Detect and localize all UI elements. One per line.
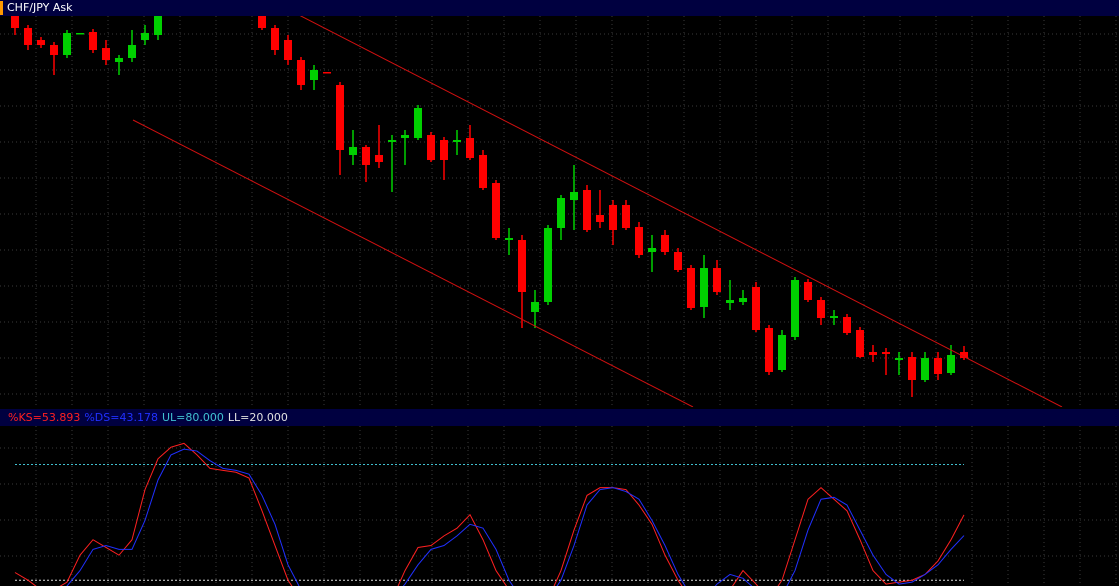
candle-body [362,147,370,165]
candle-body [349,147,357,155]
candle-body [89,32,97,50]
candle-body [375,155,383,162]
candle-body [635,227,643,255]
candle-body [479,155,487,188]
candle-body [492,183,500,238]
candle-body [622,205,630,228]
candle-body [752,287,760,330]
candle-body [882,352,890,354]
title-bar [0,0,1119,16]
candle-body [921,358,929,380]
candle-body [336,85,344,150]
indicator-grid [0,426,1119,586]
candle-body [37,40,45,45]
candle-body [453,140,461,142]
candle-body [258,16,266,28]
candle-body [154,16,162,35]
candle-body [102,48,110,60]
price-grid [0,16,1119,407]
candle-body [297,60,305,85]
candle-body [141,33,149,40]
channel-upper [299,16,1063,407]
candle-body [726,300,734,303]
indicator-line [66,448,965,586]
candle-body [310,70,318,80]
candle-body [687,268,695,308]
candle-body [765,328,773,372]
candle-body [388,140,396,142]
candles [11,16,968,397]
candle-body [947,355,955,373]
candle-body [323,72,331,74]
candle-body [713,268,721,292]
indicator-legend: %KS=53.893 %DS=43.178 UL=80.000 LL=20.000 [8,411,288,424]
indicator-line [14,442,965,586]
candle-body [856,330,864,357]
candle-body [700,268,708,307]
candle-body [557,198,565,228]
legend-entry: LL=20.000 [228,411,288,424]
candle-body [505,238,513,240]
candle-body [583,190,591,230]
candle-body [908,357,916,380]
candle-body [739,298,747,302]
trend-lines [132,16,1063,407]
candle-body [804,282,812,300]
candle-body [427,135,435,160]
candle-body [401,135,409,138]
legend-entry: %DS=43.178 [84,411,158,424]
candle-body [843,317,851,333]
candle-body [284,40,292,60]
candle-body [440,140,448,160]
candle-body [648,248,656,252]
candle-body [674,252,682,270]
candle-body [830,316,838,318]
legend-entry: UL=80.000 [162,411,224,424]
candle-body [570,192,578,200]
candle-body [63,33,71,55]
candle-body [895,358,903,360]
candle-body [128,45,136,58]
candle-body [791,280,799,337]
candle-body [50,45,58,55]
channel-lower [132,119,694,407]
candle-body [115,58,123,62]
candle-body [934,358,942,374]
candle-body [960,352,968,358]
candle-body [24,28,32,45]
candle-body [466,138,474,158]
chart-title: CHF/JPY Ask [7,1,73,14]
candle-body [544,228,552,302]
candle-body [414,108,422,138]
candle-body [531,302,539,312]
indicator-bar [0,409,1119,426]
candle-body [76,33,84,35]
legend-entry: %KS=53.893 [8,411,80,424]
candle-body [518,240,526,292]
candle-body [869,352,877,355]
candle-body [11,16,19,28]
title-marker [0,1,3,15]
candle-body [778,335,786,370]
candle-body [817,300,825,318]
stochastic [14,442,965,586]
candle-body [271,28,279,50]
candle-body [609,205,617,230]
candle-body [661,235,669,252]
candle-body [596,215,604,222]
